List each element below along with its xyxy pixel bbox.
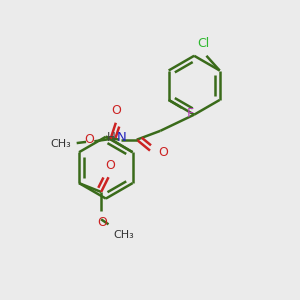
Text: O: O xyxy=(111,104,121,117)
Text: O: O xyxy=(97,216,107,230)
Text: O: O xyxy=(158,146,168,159)
Text: CH₃: CH₃ xyxy=(51,139,71,149)
Text: O: O xyxy=(84,133,94,146)
Text: Cl: Cl xyxy=(197,37,210,50)
Text: N: N xyxy=(117,131,126,144)
Text: O: O xyxy=(105,159,115,172)
Text: H: H xyxy=(107,131,116,144)
Text: F: F xyxy=(186,107,194,120)
Text: CH₃: CH₃ xyxy=(113,230,134,240)
